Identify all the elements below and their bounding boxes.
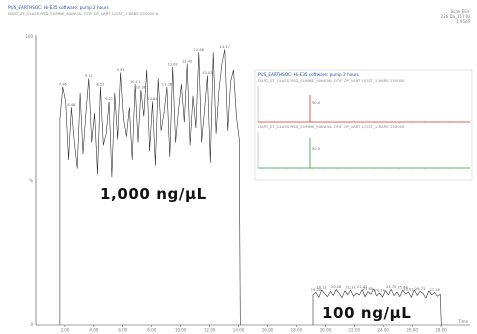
peak-label: 9.55: [117, 68, 125, 72]
peak-label: 20.58: [331, 285, 342, 289]
x-tick-label: 20.00: [320, 328, 332, 333]
peak-label: 11.36: [162, 83, 173, 87]
header-line-2: DART_ST_GLASS RSD_SUMME_MANUAL OTIF OP_V…: [8, 11, 159, 16]
x-tick-label: 10.00: [175, 328, 187, 333]
inset-peak1-label: 50.0: [312, 101, 321, 105]
peak-label: 10.11: [130, 80, 140, 84]
peak-label: 26.73: [415, 287, 425, 291]
y-axis-bottom-label: 0: [30, 322, 33, 327]
x-tick-label: 2.00: [60, 328, 69, 333]
peak-label: 11.62: [168, 62, 178, 66]
annotation-100-ng: 100 ng/μL: [322, 304, 411, 322]
peak-label: 19.35: [311, 288, 321, 292]
peak-label: 13.03: [202, 71, 212, 75]
header-right-1: Scan ES+: [451, 9, 470, 14]
peak-label: 10.84: [147, 97, 158, 101]
peak-label: 23.68: [363, 287, 374, 291]
peak-label: 26.01: [403, 287, 413, 291]
x-tick-label: 14.00: [233, 328, 245, 333]
peak-label: 9.11: [85, 74, 93, 78]
peak-label: 8.48: [67, 103, 76, 107]
series-line-2: [312, 288, 442, 326]
peak-label: 14.17: [220, 45, 230, 49]
peak-label: 12.88: [194, 48, 205, 52]
inset-trace2-label: DART_ST_GLASS RSD_SUMME_MANUAL OTIF OP_V…: [258, 124, 405, 129]
inset-chart: PUS_EARTHSOC: Hi-E35 software: pump 2 ho…: [254, 69, 473, 181]
peak-label: 10.36: [136, 86, 147, 90]
peak-label: 7.96: [59, 83, 68, 87]
inset-trace1-label: DART_ST_GLASS RSD_SUMME_MANUAL OTIF OP_V…: [258, 78, 405, 83]
peak-label: 24.14: [374, 288, 385, 292]
x-tick-label: 6.00: [118, 328, 127, 333]
y-axis-percent-label: %: [29, 178, 33, 183]
x-tick-label: 28.00: [435, 328, 447, 333]
x-tick-label: 22.00: [349, 328, 361, 333]
x-tick-label: 12.00: [204, 328, 216, 333]
x-tick-label: 4.00: [89, 328, 98, 333]
trace-group: [59, 49, 442, 326]
peak-label: 27.18: [429, 288, 440, 292]
y-axis-top-label: 100: [25, 34, 33, 39]
x-tick-group: 2.00 4.00 6.00 8.00 10.00 12.00 14.00 16.00 18.0…: [60, 325, 447, 333]
peak-label: 9.21: [105, 97, 113, 101]
peak-label: 25.44: [398, 286, 409, 290]
inset-x-ticks: [261, 122, 463, 170]
peak-label: 8.52: [96, 83, 104, 87]
peak-label: 21.42: [357, 285, 367, 289]
x-tick-label: 26.00: [406, 328, 418, 333]
x-tick-label: 24.00: [377, 328, 389, 333]
annotation-1000-ng: 1,000 ng/μL: [100, 185, 207, 203]
peak-label: 20.11: [317, 285, 327, 289]
x-tick-label: 8.00: [147, 328, 156, 333]
header-line-1: PUS_EARTHSOC: Hi-E35 software: pump 2 ho…: [8, 5, 109, 10]
inset-peak2-label: 50.0: [312, 147, 321, 151]
x-tick-label: 16.00: [262, 328, 274, 333]
peak-label: 21.22: [345, 286, 355, 290]
peak-label: 12.40: [182, 60, 193, 64]
x-tick-label: 18.00: [291, 328, 303, 333]
peak-label: 24.70: [386, 285, 397, 289]
series-line-1: [59, 49, 241, 326]
header-right-2: 226 Da_317 IU: [441, 14, 471, 19]
header-right-3: 1.95e5: [456, 19, 470, 24]
x-axis-label: Time: [457, 319, 468, 324]
inset-title: PUS_EARTHSOC: Hi-E35 software: pump 2 ho…: [258, 72, 359, 77]
inset-frame: [254, 69, 473, 181]
peak-label-group: 7.96 8.48 9.11 8.52 9.21 9.55 10.11 10.36 10.84 1…: [59, 45, 441, 292]
